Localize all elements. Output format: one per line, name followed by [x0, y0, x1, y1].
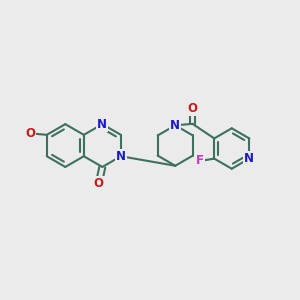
Text: N: N — [170, 119, 180, 132]
Text: O: O — [26, 127, 35, 140]
Text: N: N — [116, 150, 126, 163]
Text: O: O — [188, 102, 197, 115]
Text: O: O — [94, 177, 104, 190]
Text: N: N — [244, 152, 254, 165]
Text: N: N — [98, 118, 107, 130]
Text: F: F — [196, 154, 204, 167]
